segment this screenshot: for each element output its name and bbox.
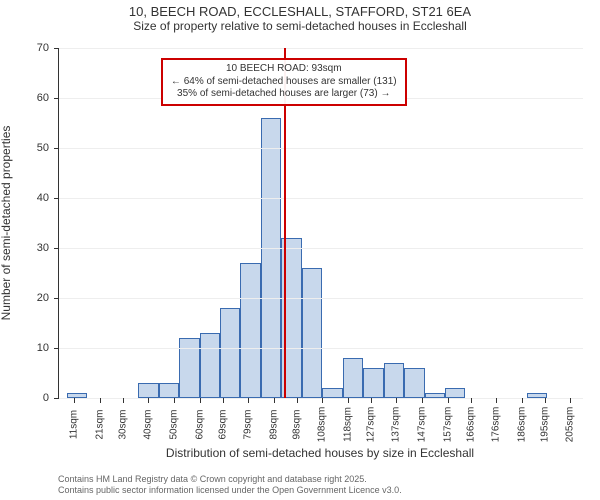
x-tick-label: 21sqm bbox=[94, 409, 105, 439]
x-tick-mark bbox=[522, 398, 523, 403]
x-tick-mark bbox=[100, 398, 101, 403]
y-tick-label: 0 bbox=[43, 392, 59, 404]
gridline bbox=[59, 348, 583, 349]
x-tick-mark bbox=[123, 398, 124, 403]
histogram-bar bbox=[200, 333, 220, 398]
attribution-line: Contains public sector information licen… bbox=[58, 485, 402, 496]
x-tick-label: 195sqm bbox=[539, 407, 550, 443]
y-tick-label: 30 bbox=[37, 242, 59, 254]
x-axis-label: Distribution of semi-detached houses by … bbox=[58, 446, 582, 460]
gridline bbox=[59, 148, 583, 149]
plot-area: 01020304050607010 BEECH ROAD: 93sqm← 64%… bbox=[58, 48, 583, 399]
x-tick-mark bbox=[371, 398, 372, 403]
x-tick-label: 147sqm bbox=[416, 407, 427, 443]
x-tick-mark bbox=[545, 398, 546, 403]
y-axis-label: Number of semi-detached properties bbox=[0, 126, 13, 321]
x-tick-label: 60sqm bbox=[194, 409, 205, 439]
y-tick-label: 40 bbox=[37, 192, 59, 204]
histogram-bar bbox=[240, 263, 260, 398]
y-tick-label: 70 bbox=[37, 42, 59, 54]
histogram-bar bbox=[179, 338, 199, 398]
x-tick-mark bbox=[396, 398, 397, 403]
x-tick-mark bbox=[223, 398, 224, 403]
y-tick-label: 60 bbox=[37, 92, 59, 104]
x-tick-label: 186sqm bbox=[516, 407, 527, 443]
x-tick-label: 127sqm bbox=[365, 407, 376, 443]
x-tick-label: 30sqm bbox=[117, 409, 128, 439]
x-tick-mark bbox=[248, 398, 249, 403]
x-tick-mark bbox=[297, 398, 298, 403]
x-tick-mark bbox=[570, 398, 571, 403]
gridline bbox=[59, 248, 583, 249]
x-tick-mark bbox=[448, 398, 449, 403]
x-tick-mark bbox=[422, 398, 423, 403]
histogram-bar bbox=[220, 308, 240, 398]
gridline bbox=[59, 198, 583, 199]
x-tick-label: 40sqm bbox=[143, 409, 154, 439]
callout-box: 10 BEECH ROAD: 93sqm← 64% of semi-detach… bbox=[161, 58, 407, 106]
y-tick-label: 10 bbox=[37, 342, 59, 354]
x-tick-label: 89sqm bbox=[268, 409, 279, 439]
histogram-bar bbox=[343, 358, 363, 398]
x-tick-label: 98sqm bbox=[291, 409, 302, 439]
x-tick-mark bbox=[274, 398, 275, 403]
gridline bbox=[59, 48, 583, 49]
callout-line: 10 BEECH ROAD: 93sqm bbox=[171, 63, 397, 76]
x-tick-label: 11sqm bbox=[69, 410, 80, 439]
x-tick-label: 69sqm bbox=[217, 409, 228, 439]
x-tick-label: 50sqm bbox=[169, 409, 180, 439]
x-tick-label: 205sqm bbox=[565, 407, 576, 443]
histogram-bar bbox=[322, 388, 342, 398]
attribution: Contains HM Land Registry data © Crown c… bbox=[58, 474, 402, 496]
x-tick-mark bbox=[496, 398, 497, 403]
histogram-bar bbox=[138, 383, 158, 398]
histogram-bar bbox=[404, 368, 424, 398]
x-tick-label: 157sqm bbox=[442, 407, 453, 443]
x-tick-label: 176sqm bbox=[491, 407, 502, 443]
x-tick-label: 79sqm bbox=[243, 409, 254, 439]
callout-line: 35% of semi-detached houses are larger (… bbox=[171, 88, 397, 101]
x-tick-label: 108sqm bbox=[317, 407, 328, 443]
histogram-bar bbox=[445, 388, 465, 398]
gridline bbox=[59, 398, 583, 399]
histogram-bar bbox=[384, 363, 404, 398]
histogram-bar bbox=[302, 268, 322, 398]
attribution-line: Contains HM Land Registry data © Crown c… bbox=[58, 474, 402, 485]
chart-title: 10, BEECH ROAD, ECCLESHALL, STAFFORD, ST… bbox=[0, 4, 600, 19]
x-tick-mark bbox=[148, 398, 149, 403]
chart-titles: 10, BEECH ROAD, ECCLESHALL, STAFFORD, ST… bbox=[0, 4, 600, 33]
x-tick-label: 137sqm bbox=[391, 407, 402, 443]
histogram-bar bbox=[363, 368, 383, 398]
x-tick-mark bbox=[74, 398, 75, 403]
histogram-bar bbox=[261, 118, 281, 398]
x-tick-label: 118sqm bbox=[342, 407, 353, 442]
gridline bbox=[59, 298, 583, 299]
y-tick-label: 20 bbox=[37, 292, 59, 304]
y-tick-label: 50 bbox=[37, 142, 59, 154]
x-tick-mark bbox=[348, 398, 349, 403]
x-tick-label: 166sqm bbox=[465, 407, 476, 443]
x-tick-mark bbox=[200, 398, 201, 403]
callout-line: ← 64% of semi-detached houses are smalle… bbox=[171, 76, 397, 89]
x-tick-mark bbox=[174, 398, 175, 403]
histogram-bar bbox=[159, 383, 179, 398]
x-tick-mark bbox=[322, 398, 323, 403]
chart-subtitle: Size of property relative to semi-detach… bbox=[0, 19, 600, 33]
x-tick-mark bbox=[471, 398, 472, 403]
